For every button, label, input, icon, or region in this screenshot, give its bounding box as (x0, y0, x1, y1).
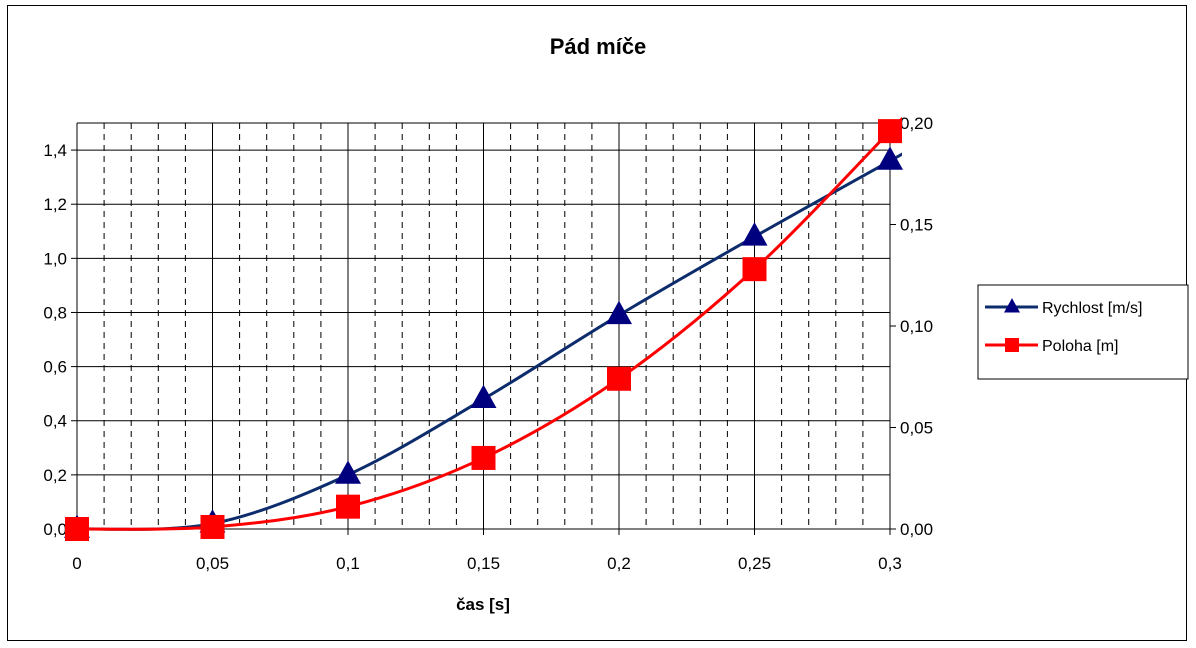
legend-label: Poloha [m] (1042, 338, 1118, 355)
y-left-tick-label: 0,2 (43, 466, 67, 485)
y-right-tick-label: 0,15 (900, 216, 933, 235)
axes: 0,00,20,40,60,81,01,21,40,000,050,100,15… (43, 114, 933, 573)
x-tick-label: 0,25 (738, 554, 771, 573)
series-line (76, 116, 902, 531)
y-left-tick-label: 0,4 (43, 412, 67, 431)
data-point-square (878, 119, 902, 144)
series-layer (64, 116, 903, 541)
data-point-square (471, 445, 496, 470)
y-right-tick-label: 0,00 (900, 520, 933, 539)
x-tick-label: 0,3 (878, 554, 902, 573)
x-tick-label: 0,05 (196, 554, 229, 573)
series-2 (76, 116, 902, 531)
x-tick-label: 0 (72, 554, 81, 573)
series-line (76, 152, 902, 531)
legend: Rychlost [m/s] Poloha [m] (977, 284, 1189, 380)
data-point-square (607, 366, 631, 391)
y-left-tick-label: 0,8 (43, 303, 67, 322)
y-left-tick-label: 0,6 (43, 358, 67, 377)
data-point-square (65, 517, 89, 541)
data-point-triangle (741, 222, 768, 246)
data-point-triangle (335, 460, 361, 484)
legend-label: Rychlost [m/s] (1042, 300, 1142, 317)
data-point-square (336, 494, 360, 519)
x-axis-label: čas [s] (456, 595, 510, 614)
legend-marker-square (1005, 338, 1019, 352)
data-point-square (200, 514, 225, 539)
x-tick-label: 0,2 (607, 554, 631, 573)
y-left-tick-label: 0,0 (43, 520, 67, 539)
y-left-tick-label: 1,4 (43, 141, 67, 160)
legend-marker-triangle (1004, 298, 1020, 313)
data-point-triangle (877, 146, 903, 170)
series-1 (76, 152, 902, 531)
data-point-triangle (606, 300, 632, 325)
x-tick-label: 0,1 (336, 554, 360, 573)
y-right-tick-label: 0,10 (900, 317, 933, 336)
y-right-tick-label: 0,05 (900, 419, 933, 438)
y-left-tick-label: 1,0 (43, 249, 67, 268)
y-right-tick-label: 0,20 (900, 114, 933, 133)
chart-title: Pád míče (550, 34, 647, 59)
y-left-tick-label: 1,2 (43, 195, 67, 214)
data-point-square (742, 257, 767, 282)
x-tick-label: 0,15 (467, 554, 500, 573)
data-point-triangle (470, 384, 497, 408)
